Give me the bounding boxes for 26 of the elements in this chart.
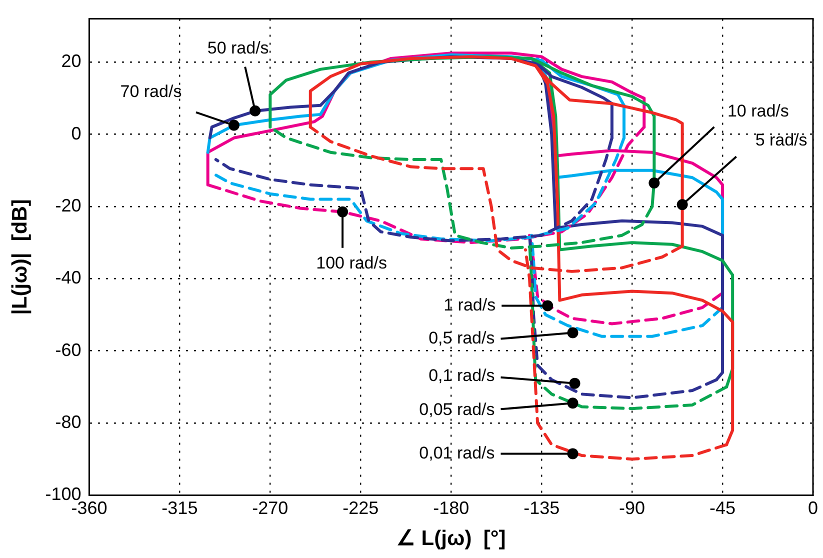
x-tick-label: -315 [162,498,198,518]
annotation: 0,1 rad/s [428,366,495,386]
x-tick-label: -45 [710,498,736,518]
y-tick-label: 0 [71,123,82,144]
y-tick-label: 20 [61,51,82,72]
y-tick-label: -60 [55,340,82,360]
annotation: 0,05 rad/s [419,400,495,419]
annotation: 0,01 rad/s [419,443,495,462]
y-axis-title: |L(jω)| [dB] [8,199,32,315]
y-tick-label: -80 [55,412,82,432]
x-tick-label: 0 [808,498,818,518]
x-tick-label: -135 [524,498,560,518]
x-tick-label: -180 [433,498,470,518]
x-tick-label: -270 [252,498,288,518]
annotation: 70 rad/s [120,82,182,101]
y-tick-label: -40 [55,268,82,288]
annotation: 50 rad/s [207,38,269,58]
annotation: 10 rad/s [727,102,789,121]
annotation: 1 rad/s [444,295,496,314]
x-axis-title: ∠ L(jω) [°] [396,527,506,550]
x-tick-label: -225 [342,498,379,518]
annotation: 100 rad/s [316,254,387,273]
x-tick-label: -90 [619,498,646,518]
annotation: 5 rad/s [755,130,808,150]
annotation: 0,5 rad/s [428,328,495,348]
y-tick-label: -20 [55,195,82,216]
